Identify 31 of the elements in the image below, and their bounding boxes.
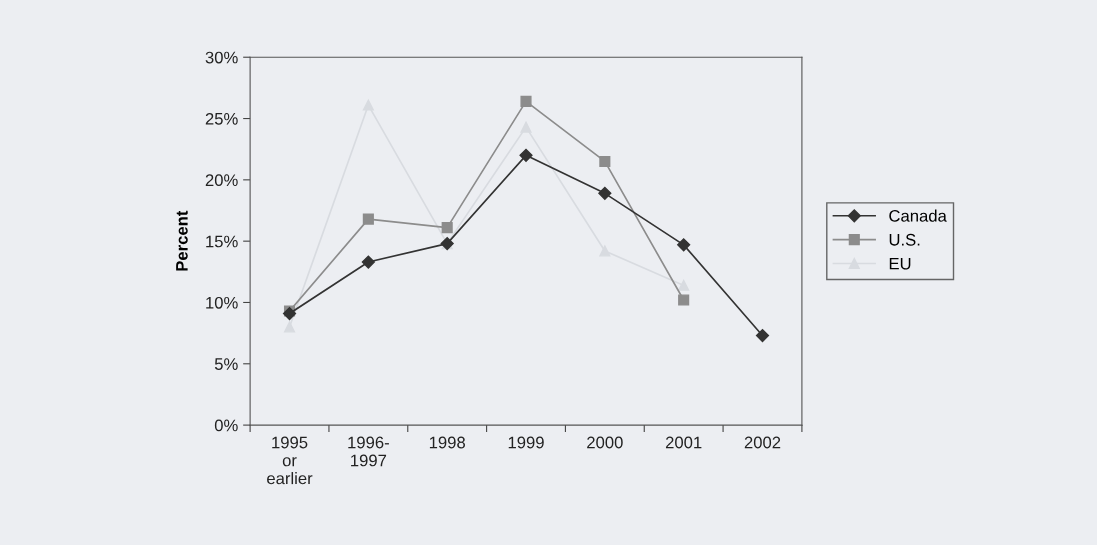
- point: [755, 328, 770, 343]
- point: [678, 279, 690, 291]
- legend-label: Canada: [889, 209, 947, 222]
- point: [519, 148, 533, 162]
- x-tick-label: 1999: [508, 436, 544, 449]
- point: [441, 222, 453, 234]
- point: [282, 306, 297, 321]
- point: [598, 186, 612, 200]
- y-axis-title: Percent: [176, 210, 188, 271]
- point: [520, 95, 532, 107]
- x-tick-label: 1996- 1997: [348, 436, 389, 467]
- point: [283, 321, 296, 333]
- y-tick-label: 0%: [214, 419, 238, 432]
- x-tick-label: 2000: [587, 436, 623, 449]
- y-tick-label: 15%: [206, 235, 238, 248]
- x-tick-label: 1995 or earlier: [267, 436, 313, 485]
- x-tick-label: 2002: [744, 436, 781, 449]
- point: [362, 213, 374, 225]
- y-tick-label: 5%: [214, 358, 238, 370]
- point: [599, 155, 611, 168]
- y-tick-label: 20%: [205, 174, 238, 187]
- x-tick-label: 2001: [665, 436, 702, 449]
- point: [678, 294, 690, 306]
- point: [361, 255, 375, 269]
- point: [677, 238, 691, 252]
- x-tick-label: 1998: [429, 436, 465, 449]
- y-tick-label: 25%: [205, 112, 238, 125]
- y-tick-label: 10%: [206, 296, 238, 309]
- y-tick-label: 30%: [205, 51, 238, 64]
- legend-label: U.S.: [889, 233, 920, 246]
- legend-label: EU: [889, 257, 911, 270]
